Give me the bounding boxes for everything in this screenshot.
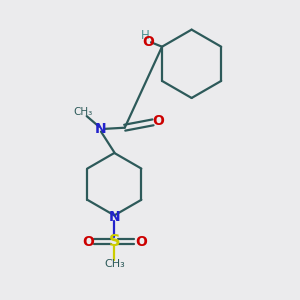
Text: CH₃: CH₃ (73, 107, 92, 117)
Text: O: O (82, 235, 94, 248)
Text: O: O (152, 114, 164, 128)
Text: N: N (109, 210, 120, 224)
Text: S: S (109, 234, 120, 249)
Text: O: O (135, 235, 147, 248)
Text: N: N (95, 122, 107, 136)
Text: CH₃: CH₃ (104, 259, 125, 269)
Text: O: O (143, 35, 154, 49)
Text: H: H (141, 29, 149, 42)
